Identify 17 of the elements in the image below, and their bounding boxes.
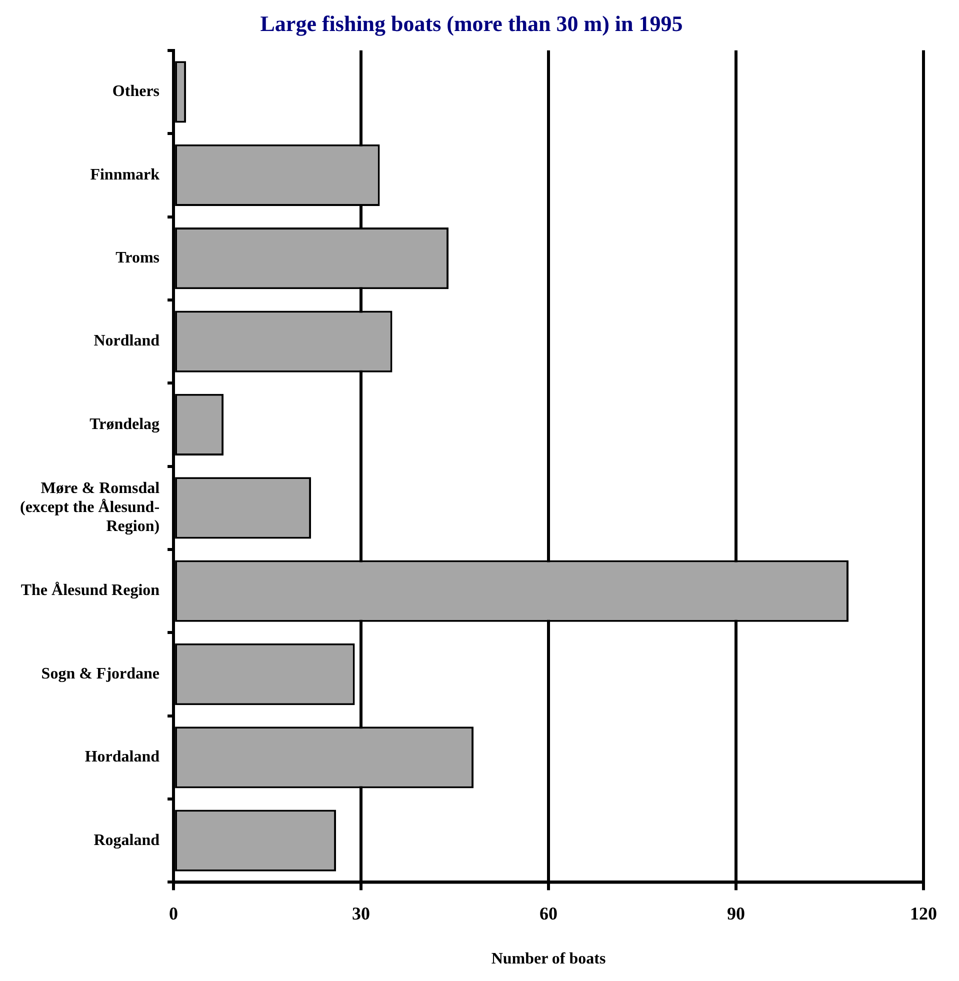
y-tick-label: Troms	[116, 249, 160, 266]
y-tick-label: Rogaland	[94, 832, 160, 849]
y-tick-label: Nordland	[94, 332, 160, 350]
y-tick-label: Møre & Romsdal (except the Ålesund- Region)	[20, 480, 160, 536]
x-tick-label: 60	[540, 904, 558, 924]
y-tick-label: Sogn & Fjordane	[41, 665, 160, 682]
x-tick-label: 30	[352, 904, 370, 924]
y-tick-label: The Ålesund Region	[20, 581, 160, 600]
x-tick-label: 0	[169, 904, 178, 924]
chart-title: Large fishing boats (more than 30 m) in 1995	[260, 10, 683, 36]
y-tick-label: Trøndelag	[90, 416, 160, 433]
y-tick-label: Others	[112, 83, 160, 100]
y-tick-label: Hordaland	[84, 748, 160, 766]
y-tick-label: Finnmark	[90, 166, 160, 184]
x-tick-label: 120	[910, 904, 937, 924]
x-axis-title: Number of boats	[491, 950, 606, 968]
x-tick-label: 90	[727, 904, 746, 924]
